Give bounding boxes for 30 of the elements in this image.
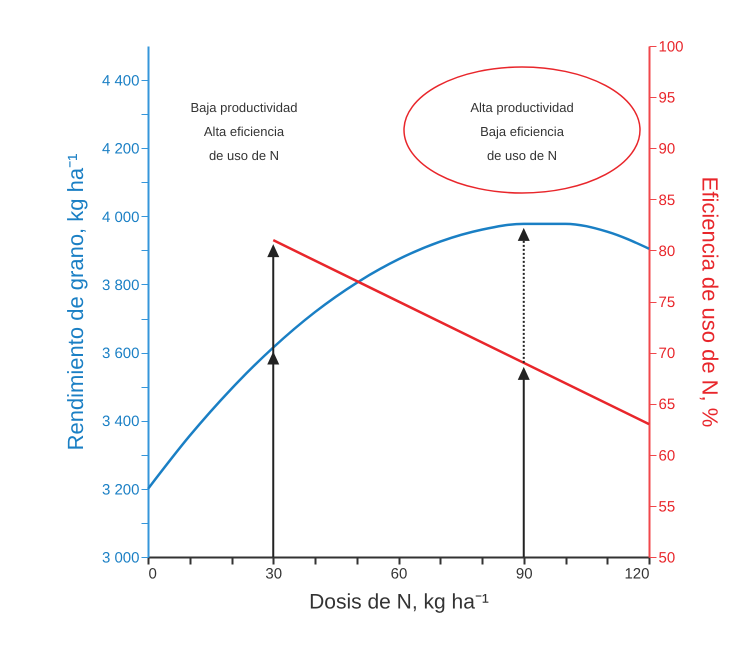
x-tick-label: 30 bbox=[265, 566, 282, 582]
annotation: Baja productividad Alta eficiencia de uso de N bbox=[190, 100, 298, 163]
y-tick-label: 4 400 bbox=[102, 72, 140, 90]
x-tick-label: 90 bbox=[516, 566, 533, 582]
x-tick-label: 60 bbox=[390, 566, 408, 582]
y-tick-label: 3 000 bbox=[102, 550, 140, 566]
x-tick-label: 120 bbox=[624, 566, 650, 582]
y2-tick-label: 60 bbox=[658, 447, 676, 464]
y2-axis-title: Eficiencia de uso de N, % bbox=[698, 176, 723, 428]
y2-tick-label: 100 bbox=[658, 38, 684, 56]
y2-tick-label: 65 bbox=[658, 396, 676, 414]
y-tick-label: 3 800 bbox=[102, 276, 140, 294]
y-tick-label: 3 400 bbox=[102, 413, 140, 430]
annotation: Alta productividad Baja eficiencia de uso de N bbox=[470, 100, 574, 163]
y2-tick-label: 70 bbox=[658, 345, 676, 362]
x-axis-title: Dosis de N, kg ha⁻¹ bbox=[309, 590, 489, 614]
y-tick-label: 4 200 bbox=[102, 140, 140, 158]
y-tick-label: 3 200 bbox=[102, 481, 140, 498]
y2-tick-label: 85 bbox=[658, 192, 676, 209]
y-axis-title: Rendimiento de grano, kg ha⁻¹ bbox=[62, 154, 88, 450]
line-series bbox=[146, 222, 650, 490]
y2-tick-label: 90 bbox=[658, 140, 676, 158]
y2-tick-label: 80 bbox=[658, 242, 676, 260]
y2-tick-label: 50 bbox=[658, 550, 676, 566]
y-tick-label: 3 600 bbox=[102, 345, 140, 362]
y2-tick-label: 95 bbox=[658, 90, 676, 107]
y2-tick-label: 55 bbox=[658, 498, 676, 516]
y-tick-label: 4 000 bbox=[102, 208, 140, 226]
y2-tick-label: 75 bbox=[658, 294, 676, 311]
x-tick-label: 0 bbox=[148, 566, 157, 582]
